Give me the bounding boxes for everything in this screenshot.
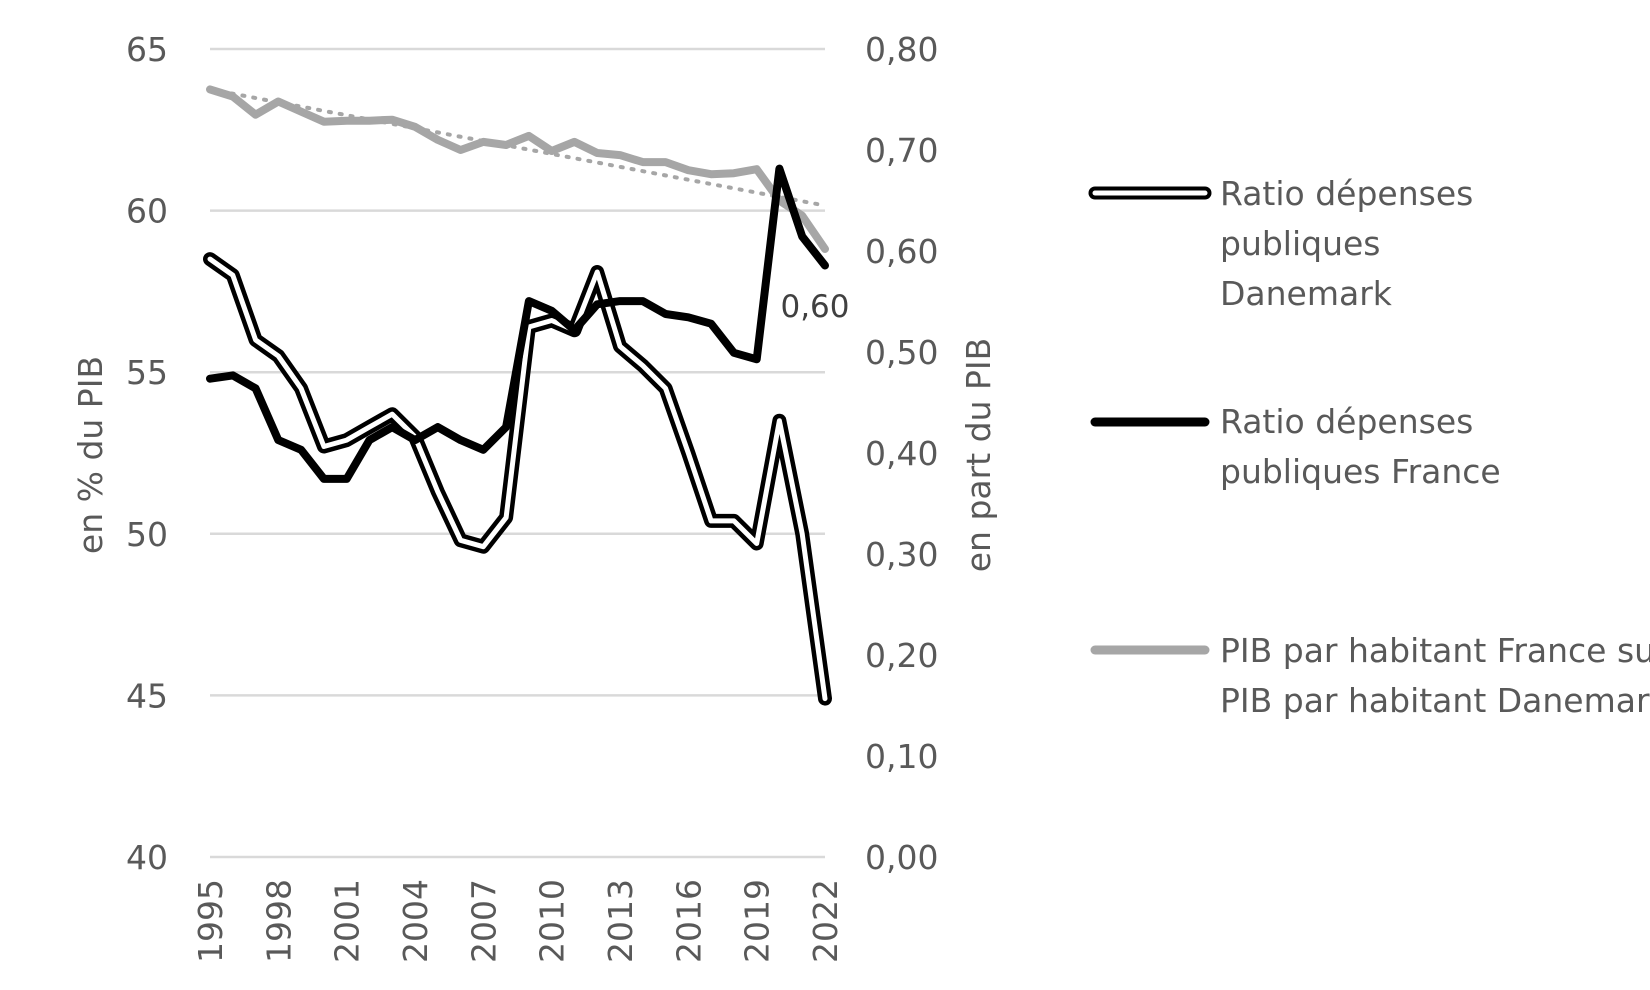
x-tick-label: 2016 [669, 879, 708, 963]
left-tick-label: 60 [126, 192, 168, 231]
x-tick-label: 1995 [191, 879, 230, 963]
left-tick-label: 50 [126, 515, 168, 554]
x-tick-label: 2022 [806, 879, 845, 963]
gridlines [210, 47, 825, 859]
legend-label-danemark: Ratio dépenses publiques Danemark [1220, 174, 1473, 313]
x-tick-label: 2001 [328, 879, 367, 963]
x-tick-label: 2019 [738, 879, 777, 963]
legend-label-line: PIB par habitant Danemark [1220, 681, 1650, 720]
legend-item-pib-ratio: PIB par habitant France sur PIB par habit… [1090, 631, 1650, 720]
left-tick-label: 55 [126, 353, 168, 392]
left-axis-title: en % du PIB [71, 356, 110, 554]
x-tick-label: 2007 [464, 879, 503, 963]
right-tick-label: 0,80 [865, 30, 938, 69]
legend-label-line: Ratio dépenses [1220, 402, 1473, 441]
legend-label-line: publiques [1220, 224, 1381, 263]
left-tick-label: 45 [126, 676, 168, 715]
series-layer [203, 85, 832, 706]
right-tick-label: 0,30 [865, 535, 938, 574]
series-line-pib-ratio [206, 85, 829, 253]
right-tick-label: 0,70 [865, 131, 938, 170]
right-axis-title: en part du PIB [959, 338, 998, 573]
right-tick-label: 0,10 [865, 737, 938, 776]
x-tick-label: 1998 [259, 879, 298, 963]
legend-item-france: Ratio dépenses publiques France [1090, 402, 1501, 491]
legend-label-france: Ratio dépenses publiques France [1220, 402, 1501, 491]
legend: Ratio dépenses publiques Danemark Ratio dé… [1088, 174, 1650, 720]
series-line-danemark [203, 252, 832, 706]
left-axis-ticks: 40 45 50 55 60 65 [126, 30, 168, 877]
legend-label-line: PIB par habitant France sur [1220, 631, 1650, 670]
legend-item-danemark: Ratio dépenses publiques Danemark [1088, 174, 1473, 313]
right-axis-ticks: 0,00 0,10 0,20 0,30 0,40 0,50 0,60 0,70 0,80 [865, 30, 938, 877]
data-label-0-60: 0,60 [780, 289, 849, 325]
x-tick-label: 2010 [533, 879, 572, 963]
x-tick-label: 2004 [396, 879, 435, 963]
right-tick-label: 0,00 [865, 838, 938, 877]
left-tick-label: 40 [126, 838, 168, 877]
series-line-danemark-inner [207, 256, 828, 702]
legend-label-line: publiques France [1220, 452, 1501, 491]
trendline-pib-ratio [208, 87, 827, 208]
x-axis-ticks: 1995 1998 2001 2004 2007 2010 2013 2016 2019 2022 [191, 879, 845, 963]
legend-label-line: Danemark [1220, 274, 1393, 313]
legend-label-line: Ratio dépenses [1220, 174, 1473, 213]
right-tick-label: 0,40 [865, 434, 938, 473]
series-line-france [206, 164, 829, 483]
right-tick-label: 0,60 [865, 232, 938, 271]
x-tick-label: 2013 [601, 879, 640, 963]
left-tick-label: 65 [126, 30, 168, 69]
right-tick-label: 0,20 [865, 636, 938, 675]
legend-label-pib-ratio: PIB par habitant France sur PIB par habit… [1220, 631, 1650, 720]
right-tick-label: 0,50 [865, 333, 938, 372]
